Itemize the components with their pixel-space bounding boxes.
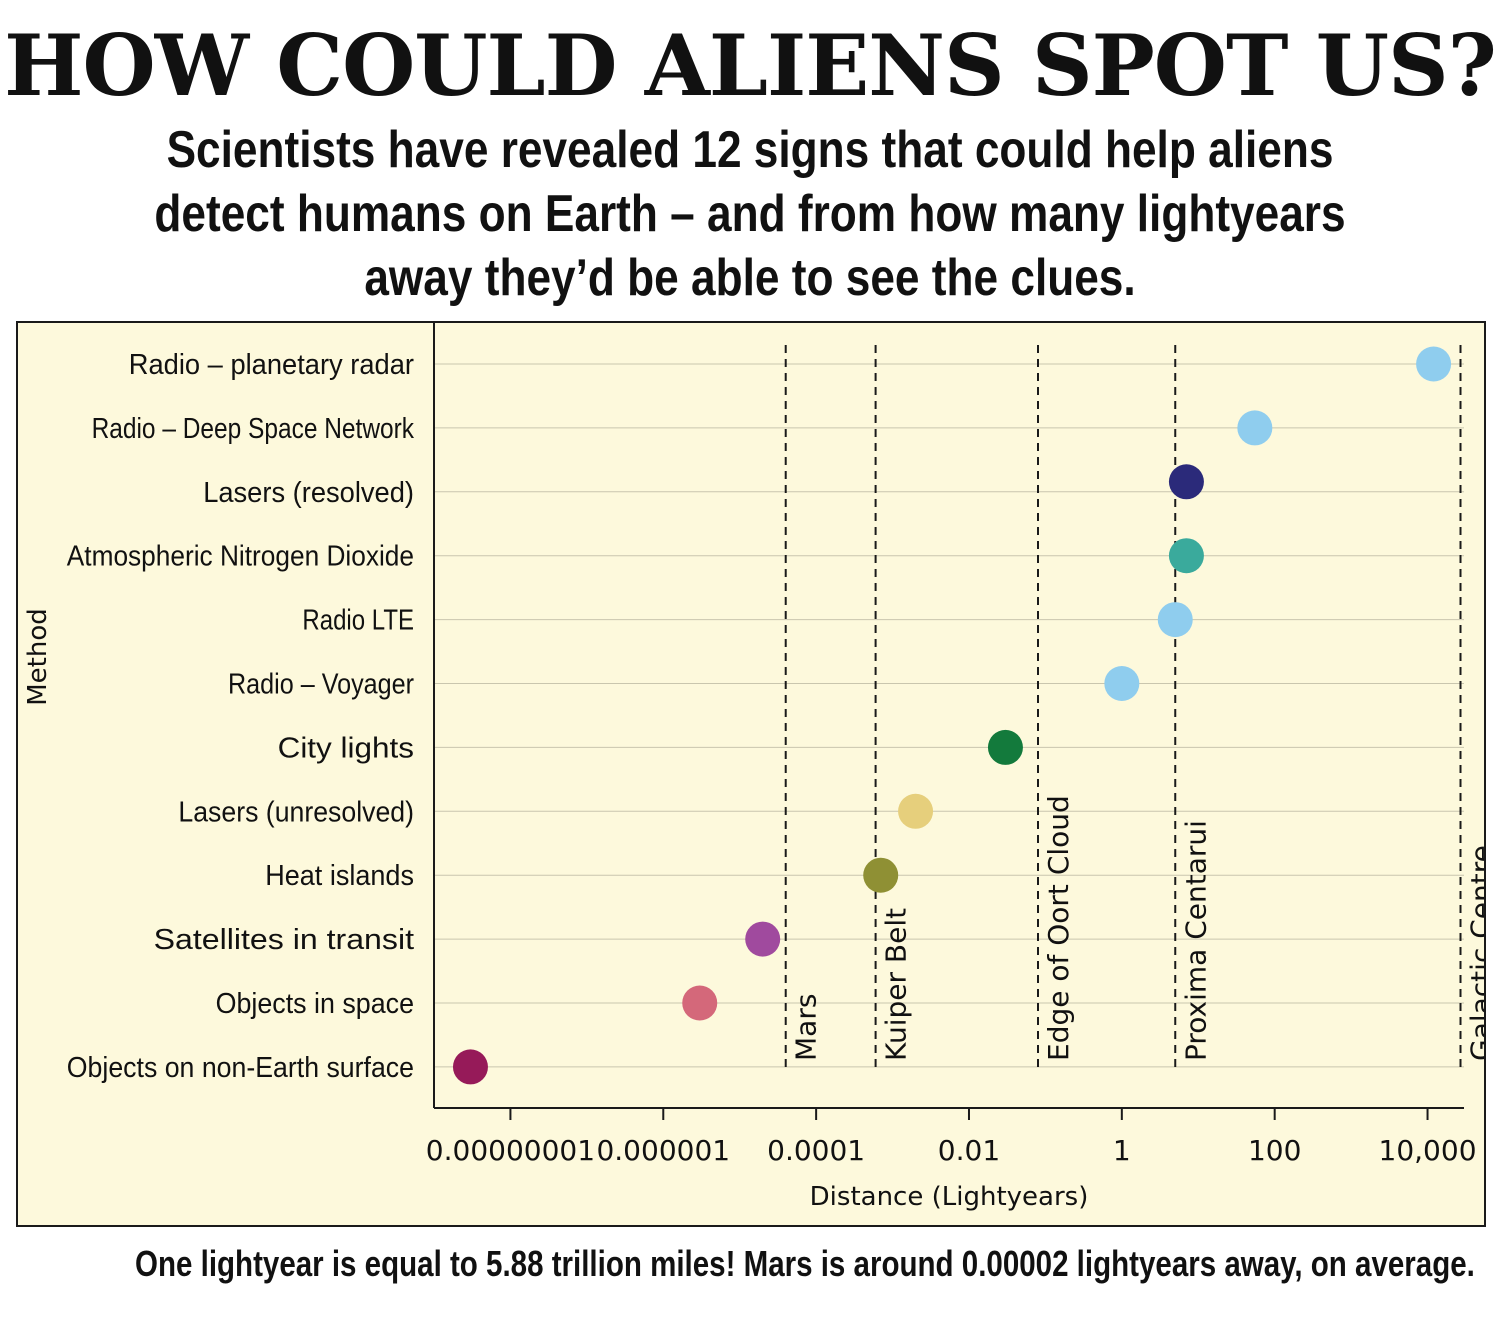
data-point [1237, 410, 1273, 446]
footer-note: One lightyear is equal to 5.88 trillion … [135, 1243, 1475, 1284]
data-point [1168, 538, 1204, 574]
data-point [863, 857, 899, 893]
category-label: Heat islands [265, 860, 414, 892]
category-label: City lights [278, 732, 414, 764]
category-label: Radio – Deep Space Network [92, 413, 415, 445]
data-point [745, 921, 781, 957]
category-label: Objects on non-Earth surface [67, 1052, 414, 1084]
data-point [898, 793, 934, 829]
category-label: Radio LTE [302, 605, 414, 637]
data-point [682, 985, 718, 1021]
data-point [1104, 666, 1140, 701]
x-tick-label: 0.000001 [596, 1134, 730, 1167]
subhead: Scientists have revealed 12 signs that c… [154, 121, 1346, 307]
category-label: Objects in space [216, 988, 414, 1020]
y-axis-title: Method [23, 608, 53, 706]
data-point [1416, 346, 1452, 382]
reference-line-label: Kuiper Belt [880, 908, 913, 1061]
category-label: Satellites in transit [154, 924, 414, 956]
scatter-chart: Mars Kuiper Belt Edge of Oort Cloud Proxima… [23, 323, 1484, 1212]
data-point [987, 729, 1023, 765]
chart-panel: Mars Kuiper Belt Edge of Oort Cloud Proxima… [16, 321, 1486, 1227]
x-tick-label: 10,000 [1379, 1134, 1477, 1167]
data-point [452, 1049, 488, 1085]
reference-line-label: Proxima Centarui [1179, 820, 1212, 1061]
category-label: Radio – Voyager [228, 669, 414, 701]
x-tick-label: 1 [1113, 1134, 1131, 1167]
reference-line-label: Edge of Oort Cloud [1042, 795, 1075, 1061]
category-label: Radio – planetary radar [129, 349, 415, 381]
x-tick-label: 0.00000001 [426, 1134, 595, 1167]
category-label: Lasers (resolved) [203, 477, 414, 509]
x-axis-title: Distance (Lightyears) [810, 1182, 1089, 1212]
category-label: Atmospheric Nitrogen Dioxide [67, 541, 414, 573]
x-tick-label: 0.01 [938, 1134, 1000, 1167]
reference-line-label: Mars [790, 994, 823, 1061]
x-tick-label: 0.0001 [767, 1134, 865, 1167]
headline: HOW COULD ALIENS SPOT US? [4, 16, 1497, 115]
data-point [1168, 464, 1204, 500]
category-label: Lasers (unresolved) [178, 796, 414, 828]
data-point [1157, 602, 1193, 638]
x-tick-label: 100 [1248, 1134, 1301, 1167]
reference-line-label: Galactic Centre [1465, 845, 1484, 1061]
